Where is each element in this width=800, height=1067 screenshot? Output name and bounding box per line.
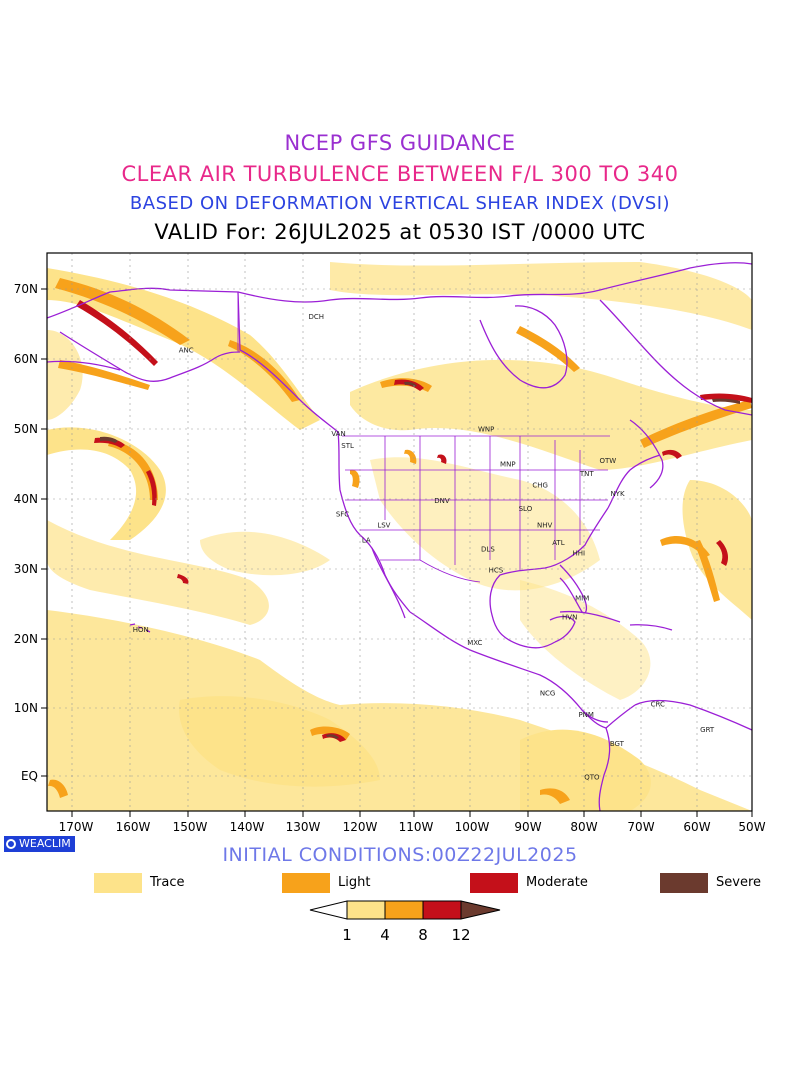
lat-label: EQ — [21, 769, 38, 783]
legend-swatch — [660, 873, 708, 893]
map-frame — [46, 252, 753, 812]
colorbar-under-arrow — [309, 900, 348, 920]
station-label: SFC — [336, 510, 349, 518]
station-label: DLS — [481, 545, 495, 553]
station-label: TNT — [579, 470, 595, 478]
station-label: ANC — [179, 347, 194, 355]
station-label: MNP — [500, 461, 516, 469]
legend-label: Trace — [150, 875, 185, 890]
colorbar-over-arrow — [460, 900, 501, 920]
title-line-1: NCEP GFS GUIDANCE — [284, 131, 516, 155]
station-label: CRC — [651, 701, 665, 709]
station-label: LA — [362, 536, 371, 544]
station-label: LSV — [377, 522, 390, 530]
station-label: GRT — [700, 726, 715, 734]
lat-label: 20N — [14, 632, 38, 646]
legend-label: Severe — [716, 875, 761, 890]
severe-regions — [100, 381, 740, 739]
station-label: CHG — [532, 482, 548, 490]
lon-label: 80W — [570, 820, 597, 834]
title-line-3: BASED ON DEFORMATION VERTICAL SHEAR INDE… — [129, 193, 671, 214]
station-label: HHI — [573, 550, 586, 558]
station-label: BGT — [610, 740, 625, 748]
station-label: SLO — [519, 505, 533, 513]
legend-label: Light — [338, 875, 371, 890]
station-label: QTO — [584, 773, 600, 781]
station-label: PNM — [578, 711, 594, 719]
colorbar: 1 4 8 12 — [309, 900, 501, 944]
lon-label: 90W — [514, 820, 541, 834]
lon-label: 140W — [230, 820, 265, 834]
station-label: STL — [341, 442, 354, 450]
legend-swatch — [94, 873, 142, 893]
station-label: OTW — [599, 457, 616, 465]
lon-label: 150W — [173, 820, 208, 834]
colorbar-light — [384, 900, 424, 920]
lon-label: 70W — [627, 820, 654, 834]
legend-swatch — [282, 873, 330, 893]
state-boundaries — [237, 292, 610, 583]
title-line-2: CLEAR AIR TURBULENCE BETWEEN F/L 300 TO … — [121, 162, 679, 186]
lon-label: 160W — [116, 820, 151, 834]
weaclim-logo: WEACLIM — [4, 836, 75, 852]
lon-label: 110W — [399, 820, 434, 834]
legend-label: Moderate — [526, 875, 588, 890]
colorbar-tick: 4 — [380, 926, 390, 944]
latitude-labels: 70N 60N 50N 40N 30N 20N 10N EQ — [14, 282, 47, 783]
station-label: NCG — [540, 690, 556, 698]
valid-time: VALID For: 26JUL2025 at 0530 IST /0000 U… — [154, 220, 646, 244]
lon-label: 50W — [738, 820, 765, 834]
station-label: DCH — [309, 313, 325, 321]
station-label: NYK — [610, 490, 625, 498]
lat-label: 60N — [14, 352, 38, 366]
circle-icon — [6, 839, 16, 849]
station-label: ATL — [552, 539, 565, 547]
legend-swatch — [470, 873, 518, 893]
lon-label: 170W — [59, 820, 94, 834]
weaclim-label: WEACLIM — [19, 837, 71, 850]
station-label: WNP — [478, 426, 494, 434]
station-label: HCS — [489, 566, 504, 574]
station-labels: ANC DCH VAN STL WNP MNP TNT OTW NYK CHG DNV SFC SLO L… — [133, 313, 715, 781]
longitude-labels: 170W 160W 150W 140W 130W 120W 110W 100W … — [59, 811, 766, 834]
lat-label: 40N — [14, 492, 38, 506]
lat-label: 10N — [14, 701, 38, 715]
lat-label: 30N — [14, 562, 38, 576]
station-label: DNV — [434, 497, 450, 505]
station-label: HON — [133, 626, 149, 634]
colorbar-tick: 1 — [342, 926, 352, 944]
station-label: NHV — [537, 522, 553, 530]
station-label: VAN — [331, 430, 345, 438]
station-label: MIM — [575, 594, 589, 602]
initial-conditions: INITIAL CONDITIONS:00Z22JUL2025 — [222, 844, 578, 866]
lat-label: 70N — [14, 282, 38, 296]
map-plot-area: ANC DCH VAN STL WNP MNP TNT OTW NYK CHG DNV SFC SLO L… — [47, 253, 752, 811]
station-label: HVN — [562, 613, 577, 621]
lon-label: 60W — [683, 820, 710, 834]
colorbar-tick: 12 — [451, 926, 470, 944]
lon-label: 120W — [343, 820, 378, 834]
lat-label: 50N — [14, 422, 38, 436]
colorbar-tick: 8 — [418, 926, 428, 944]
colorbar-moderate — [422, 900, 462, 920]
lon-label: 130W — [286, 820, 321, 834]
colorbar-trace — [346, 900, 386, 920]
lon-label: 100W — [455, 820, 490, 834]
station-label: MXC — [467, 639, 482, 647]
